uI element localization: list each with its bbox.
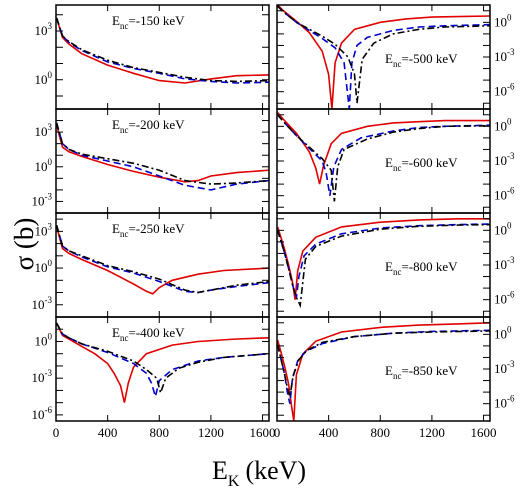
y-tick-label: 103 <box>35 122 53 139</box>
y-tick-label: 10-3 <box>32 368 53 385</box>
series-line-solid <box>277 218 490 300</box>
x-tick-label: 1200 <box>419 425 445 440</box>
series-line-dashed <box>277 5 490 109</box>
y-tick-label: 10-6 <box>494 82 515 99</box>
panel-label: Enc=-800 keV <box>385 259 458 277</box>
series-line-solid <box>277 5 490 109</box>
y-tick-label: 100 <box>494 220 512 237</box>
series-line-dashed <box>56 322 269 400</box>
series-line-dashdot <box>277 330 490 397</box>
series-line-dashed <box>56 122 269 191</box>
y-tick-label: 100 <box>494 12 512 29</box>
panel-label: Enc=-250 keV <box>112 221 185 239</box>
x-tick-label: 1200 <box>198 425 224 440</box>
y-tick-label: 10-3 <box>494 151 515 168</box>
y-tick-label: 10-6 <box>494 394 515 411</box>
y-tick-label: 10-6 <box>494 186 515 203</box>
y-tick-label: 100 <box>35 258 53 275</box>
x-tick-label: 0 <box>274 425 281 440</box>
series-line-solid <box>56 17 269 84</box>
series-line-dashdot <box>56 122 269 185</box>
x-tick-label: 1600 <box>471 425 497 440</box>
y-tick-label: 103 <box>35 21 53 38</box>
series-line-dashed <box>277 329 490 404</box>
y-tick-label: 100 <box>494 116 512 133</box>
x-tick-label: 1600 <box>250 425 276 440</box>
series-line-dashdot <box>277 114 490 202</box>
series-line-solid <box>56 124 269 183</box>
series-line-dashdot <box>277 5 490 104</box>
y-tick-label: 10-6 <box>494 290 515 307</box>
x-tick-label: 400 <box>98 425 118 440</box>
y-tick-label: 100 <box>35 157 53 174</box>
panel-label: Enc=-200 keV <box>112 117 185 135</box>
y-tick-label: 100 <box>35 331 53 348</box>
series-line-solid <box>56 226 269 295</box>
panel-0: 100 103 Enc=-150 keV <box>35 4 270 110</box>
panel-label: Enc=-850 keV <box>385 363 458 381</box>
panel-label: Enc=-500 keV <box>385 51 458 69</box>
series-line-solid <box>56 322 269 403</box>
panel-6: 0 400 800 1200 1600 10-6 10-3 100 Enc=-400 keV <box>32 316 276 440</box>
series-line-dashdot <box>56 224 269 294</box>
y-tick-label: 10-3 <box>494 47 515 64</box>
y-tick-label: 100 <box>35 70 53 87</box>
y-tick-label: 103 <box>35 221 53 238</box>
panel-frame <box>276 316 491 422</box>
x-tick-label: 400 <box>319 425 339 440</box>
panel-7: 0 400 800 1200 1600 10-6 10-3 100 Enc=-850 keV <box>274 316 515 440</box>
panel-grid: 100 103 Enc=-150 keV 10-6 10-3 100 Enc=-500 ke… <box>32 4 515 440</box>
x-tick-label: 800 <box>371 425 391 440</box>
y-tick-label: 10-3 <box>32 295 53 312</box>
series-line-solid <box>277 111 490 185</box>
panel-2: 10-3 100 103 Enc=-200 keV <box>32 108 270 214</box>
series-line-dashed <box>277 223 490 298</box>
panel-frame <box>55 316 270 422</box>
panel-frame <box>276 4 491 110</box>
series-line-dashdot <box>277 223 490 309</box>
series-line-dashed <box>56 224 269 294</box>
y-tick-label: 100 <box>494 324 512 341</box>
x-axis-label: EK (keV) <box>212 456 306 490</box>
x-tick-label: 800 <box>150 425 170 440</box>
series-line-dashed <box>56 17 269 84</box>
panel-label: Enc=-150 keV <box>112 13 185 31</box>
x-tick-label: 0 <box>53 425 60 440</box>
y-tick-label: 10-3 <box>494 255 515 272</box>
panel-5: 10-6 10-3 100 Enc=-800 keV <box>276 212 515 318</box>
y-tick-label: 10-3 <box>494 359 515 376</box>
panel-1: 10-6 10-3 100 Enc=-500 keV <box>276 4 515 110</box>
y-tick-label: 10-6 <box>32 405 53 422</box>
panel-3: 10-6 10-3 100 Enc=-600 keV <box>276 108 515 214</box>
series-line-dashdot <box>56 322 269 396</box>
panel-label: Enc=-600 keV <box>385 155 458 173</box>
y-axis-label: σ (b) <box>9 218 39 271</box>
panel-4: 10-3 100 103 Enc=-250 keV <box>32 212 270 318</box>
series-line-solid <box>277 322 490 421</box>
series-line-dashdot <box>56 17 269 83</box>
series-line-dashed <box>277 114 490 196</box>
panel-label: Enc=-400 keV <box>112 325 185 343</box>
y-tick-label: 10-3 <box>32 191 53 208</box>
